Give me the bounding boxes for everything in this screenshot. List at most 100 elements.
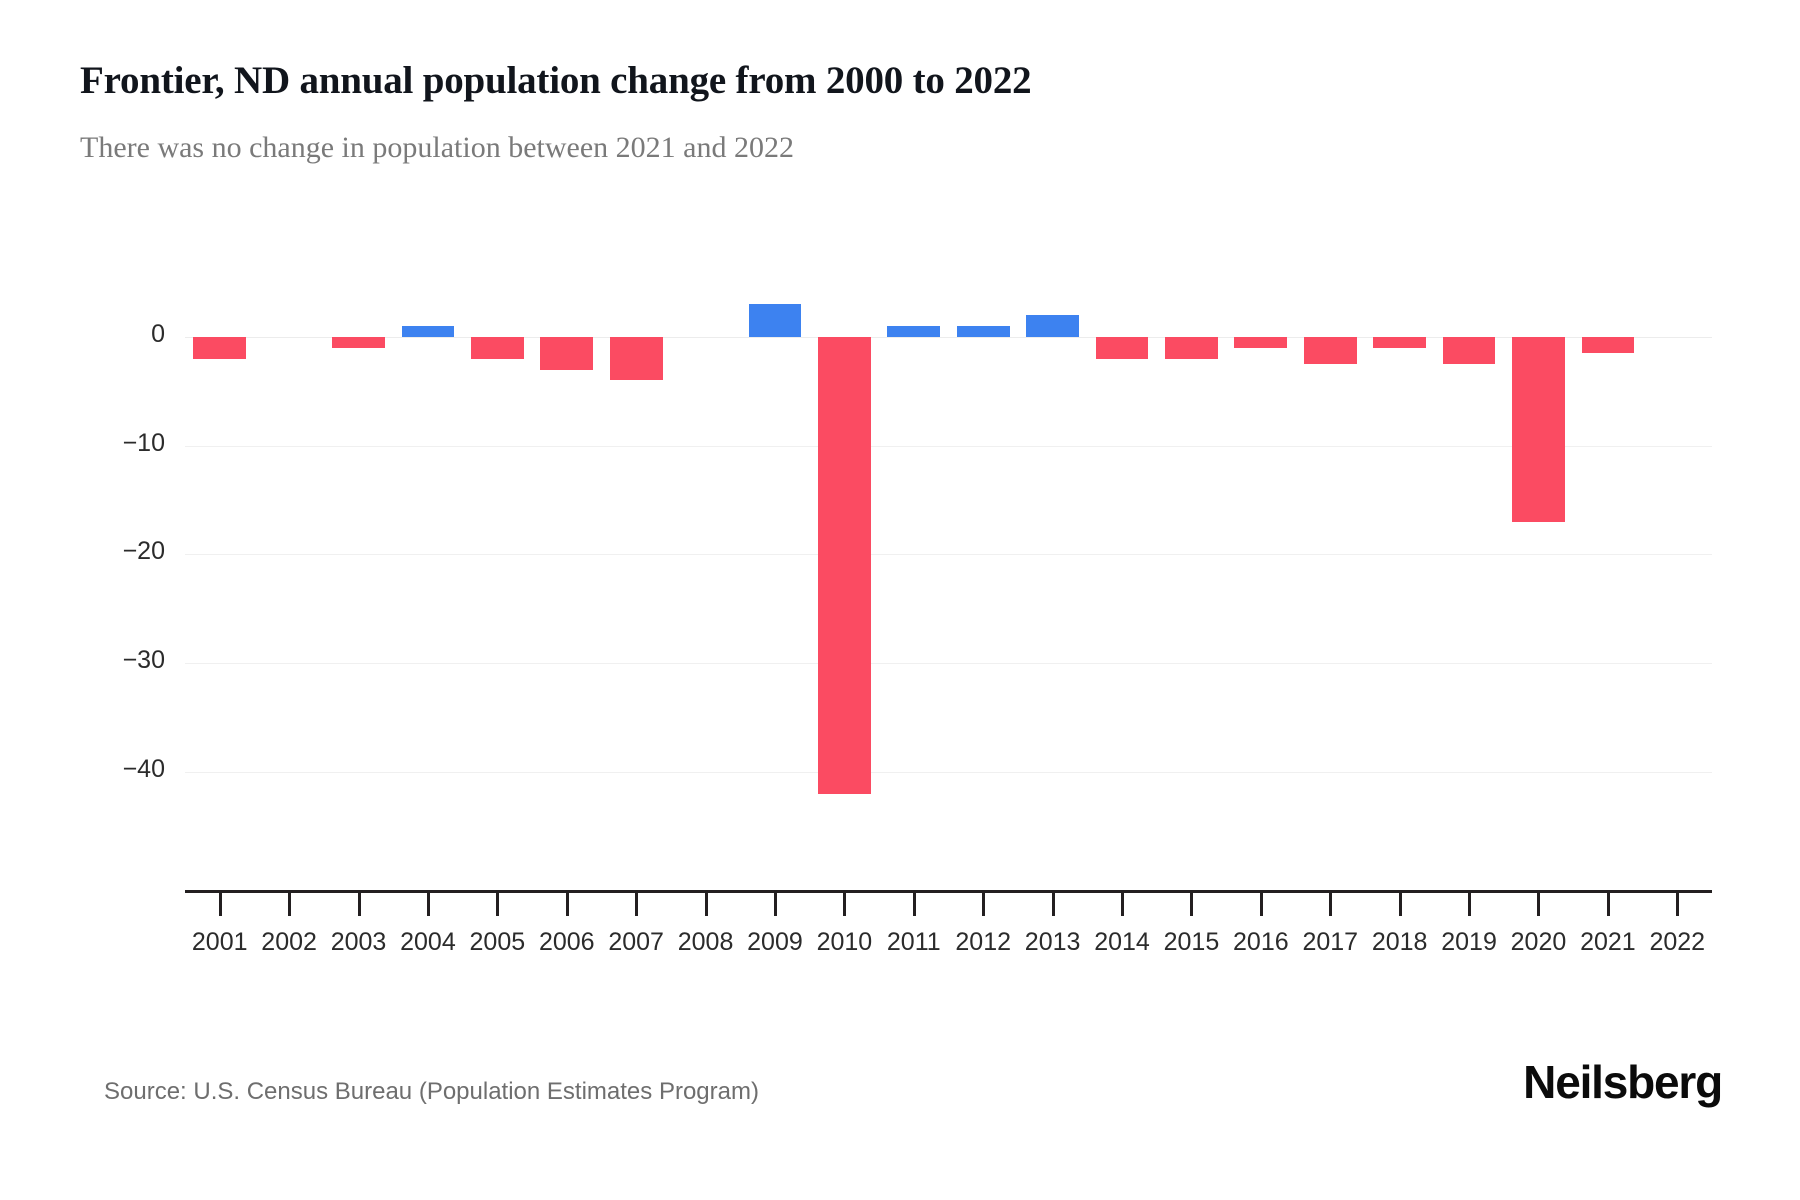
bar-slot: [1087, 37, 1156, 937]
bar-slot: [949, 37, 1018, 937]
bar-slot: [393, 37, 462, 937]
x-axis-tick: [843, 890, 847, 916]
bar-slot: [1365, 37, 1434, 937]
x-axis-tick-label: 2003: [330, 928, 387, 956]
bar-negative[interactable]: [332, 337, 385, 348]
x-axis-tick-label: 2022: [1649, 928, 1706, 956]
x-axis-tick-label: 2004: [400, 928, 456, 956]
x-axis-tick: [773, 890, 777, 916]
x-axis-tick-label: 2021: [1580, 928, 1636, 956]
x-axis-tick: [1537, 890, 1541, 916]
x-axis-tick: [1606, 890, 1610, 916]
bar-negative[interactable]: [1303, 337, 1357, 365]
bar-slot: [879, 37, 948, 937]
bar-positive[interactable]: [887, 326, 941, 337]
x-axis-tick: [218, 890, 222, 916]
bar-negative[interactable]: [1234, 337, 1288, 348]
bar-slot: [324, 37, 393, 937]
bar-negative[interactable]: [1095, 337, 1149, 359]
bar-positive[interactable]: [401, 326, 455, 337]
bar-slot: [463, 37, 532, 937]
bar-negative[interactable]: [609, 337, 663, 381]
page-subtitle: There was no change in population betwee…: [80, 131, 794, 164]
bar-slot: [1296, 37, 1365, 937]
gridline: [185, 663, 1712, 665]
x-axis-tick-label: 2016: [1233, 928, 1289, 956]
y-axis-tick-label: −20: [122, 537, 165, 566]
x-axis-tick: [565, 890, 569, 916]
bar-positive[interactable]: [956, 326, 1010, 337]
x-axis-tick: [1329, 890, 1333, 916]
x-axis-tick: [1121, 890, 1125, 916]
bar-slot: [740, 37, 809, 937]
x-axis-tick: [1051, 890, 1055, 916]
bar-negative[interactable]: [470, 337, 524, 359]
x-axis-tick-label: 2008: [677, 928, 734, 956]
x-axis-tick: [635, 890, 639, 916]
bar-slot: [810, 37, 879, 937]
x-axis-tick-label: 2010: [816, 928, 873, 956]
x-axis-tick-label: 2005: [469, 928, 526, 956]
bar-slot: [601, 37, 670, 937]
x-axis-tick-label: 2015: [1163, 928, 1220, 956]
source-note: Source: U.S. Census Bureau (Population E…: [104, 1078, 759, 1105]
x-axis-tick-label: 2013: [1024, 928, 1081, 956]
bar-negative[interactable]: [540, 337, 594, 370]
x-axis-tick-label: 2014: [1094, 928, 1150, 956]
bar-slot: [185, 37, 254, 937]
gridline: [185, 337, 1712, 338]
bar-negative[interactable]: [818, 337, 871, 794]
x-axis-tick-label: 2007: [608, 928, 664, 956]
page-title: Frontier, ND annual population change fr…: [80, 59, 1032, 102]
bar-positive[interactable]: [748, 304, 802, 337]
x-axis-tick: [1398, 890, 1402, 916]
bar-negative[interactable]: [1165, 337, 1218, 359]
x-axis-tick: [912, 890, 916, 916]
y-axis-tick-label: −10: [122, 428, 165, 457]
bar-slot: [1434, 37, 1503, 937]
gridline: [185, 554, 1712, 556]
y-axis-tick-label: 0: [151, 320, 165, 348]
x-axis-tick-label: 2018: [1371, 928, 1428, 956]
bar-negative[interactable]: [1512, 337, 1565, 522]
bar-negative[interactable]: [1442, 337, 1496, 365]
bar-slot: [1226, 37, 1295, 937]
bar-slot: [1018, 37, 1087, 937]
x-axis-tick-label: 2020: [1510, 928, 1567, 956]
x-axis-tick: [1259, 890, 1263, 916]
bar-slot: [1504, 37, 1573, 937]
gridline: [185, 771, 1712, 773]
x-axis-tick: [496, 890, 500, 916]
bar-slot: [532, 37, 601, 937]
bar-negative[interactable]: [1581, 337, 1635, 354]
x-axis-line: [185, 890, 1712, 893]
x-axis-tick-label: 2011: [886, 928, 941, 956]
brand-logo: Neilsberg: [1523, 1056, 1723, 1108]
gridline: [185, 445, 1712, 447]
bar-slot: [1573, 37, 1642, 937]
x-axis-tick: [357, 890, 361, 916]
x-axis-tick-label: 2002: [261, 928, 317, 956]
bar-positive[interactable]: [1026, 315, 1079, 337]
x-axis-tick: [704, 890, 708, 916]
x-axis-tick-label: 2012: [955, 928, 1012, 956]
y-axis-tick-label: −30: [122, 646, 165, 675]
x-axis-tick-label: 2019: [1441, 928, 1497, 956]
bar-series: [185, 304, 1712, 871]
bar-slot: [254, 37, 323, 937]
x-axis-tick: [982, 890, 986, 916]
x-axis-tick-label: 2006: [538, 928, 595, 956]
x-axis-tick: [1190, 890, 1194, 916]
plot-area: [185, 304, 1712, 871]
bar-slot: [1643, 37, 1712, 937]
x-axis-tick: [1468, 890, 1472, 916]
x-axis-tick-label: 2001: [191, 928, 248, 956]
x-axis-tick-label: 2009: [747, 928, 803, 956]
y-axis-tick-label: −40: [122, 754, 165, 783]
bar-slot: [1157, 37, 1226, 937]
bar-negative[interactable]: [193, 337, 247, 359]
x-axis-tick: [426, 890, 430, 916]
bar-slot: [671, 37, 740, 937]
bar-negative[interactable]: [1373, 337, 1427, 348]
